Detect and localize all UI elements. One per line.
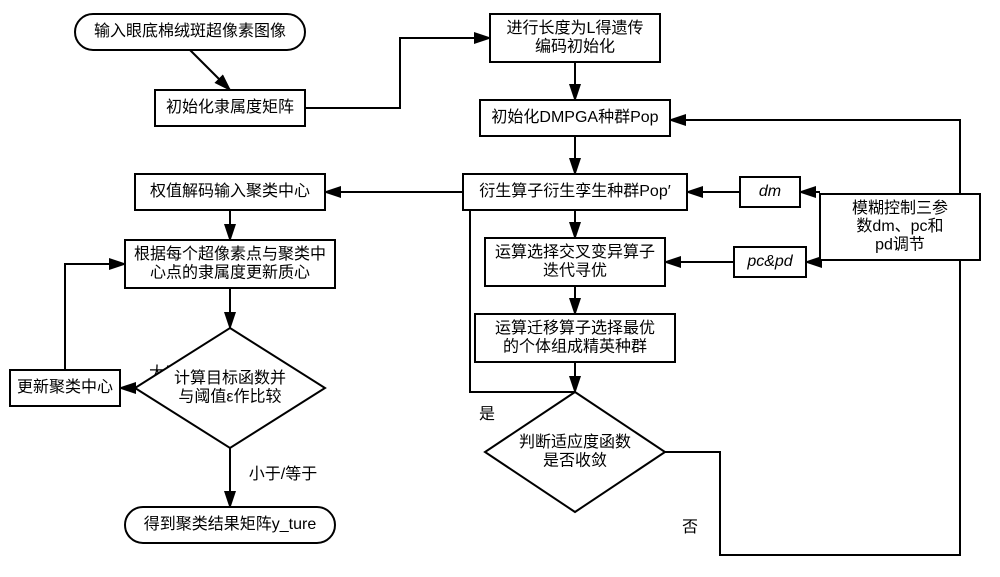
svg-text:衍生算子衍生孪生种群Pop′: 衍生算子衍生孪生种群Pop′ bbox=[479, 181, 670, 200]
svg-text:的个体组成精英种群: 的个体组成精英种群 bbox=[503, 337, 647, 355]
svg-text:pc&pd: pc&pd bbox=[746, 253, 793, 270]
svg-text:权值解码输入聚类中心: 权值解码输入聚类中心 bbox=[150, 182, 310, 200]
svg-text:心点的隶属度更新质心: 心点的隶属度更新质心 bbox=[150, 263, 310, 281]
node-n_obj_decide: 计算目标函数并与阈值ε作比较 bbox=[135, 328, 325, 448]
edge bbox=[190, 50, 230, 90]
svg-text:进行长度为L得遗传: 进行长度为L得遗传 bbox=[507, 19, 644, 37]
svg-text:运算选择交叉变异算子: 运算选择交叉变异算子 bbox=[495, 242, 655, 261]
nodes-layer: 输入眼底棉绒斑超像素图像初始化隶属度矩阵 进行长度为L得遗传编码初始化初始化DMP… bbox=[10, 14, 980, 543]
edge bbox=[305, 38, 490, 108]
svg-text:dm: dm bbox=[759, 183, 781, 200]
node-n_derive: 衍生算子衍生孪生种群Pop′ bbox=[463, 174, 687, 210]
node-n_len_L: 进行长度为L得遗传编码初始化 bbox=[490, 14, 660, 62]
edge bbox=[665, 120, 960, 555]
svg-text:根据每个超像素点与聚类中: 根据每个超像素点与聚类中 bbox=[134, 245, 326, 263]
edge-label: 否 bbox=[682, 519, 698, 536]
edge-label: 小于/等于 bbox=[249, 465, 317, 483]
svg-text:输入眼底棉绒斑超像素图像: 输入眼底棉绒斑超像素图像 bbox=[94, 22, 286, 40]
node-n_centroid: 根据每个超像素点与聚类中心点的隶属度更新质心 bbox=[125, 240, 335, 288]
node-n_fuzzy: 模糊控制三参数dm、pc和pd调节 bbox=[820, 194, 980, 260]
svg-text:计算目标函数并: 计算目标函数并 bbox=[174, 368, 286, 387]
edge-label: 是 bbox=[479, 406, 495, 423]
node-n_output: 得到聚类结果矩阵y_ture bbox=[125, 507, 335, 543]
svg-text:更新聚类中心: 更新聚类中心 bbox=[17, 378, 113, 396]
node-n_fit_decide: 判断适应度函数是否收敛 bbox=[485, 392, 665, 512]
svg-text:是否收敛: 是否收敛 bbox=[543, 451, 607, 469]
node-n_decode: 权值解码输入聚类中心 bbox=[135, 174, 325, 210]
node-n_init_pop: 初始化DMPGA种群Pop bbox=[480, 100, 670, 136]
svg-text:初始化隶属度矩阵: 初始化隶属度矩阵 bbox=[166, 98, 294, 116]
node-n_cross: 运算选择交叉变异算子迭代寻优 bbox=[485, 238, 665, 286]
svg-text:与阈值ε作比较: 与阈值ε作比较 bbox=[178, 387, 281, 405]
node-n_input: 输入眼底棉绒斑超像素图像 bbox=[75, 14, 305, 50]
edge bbox=[65, 264, 125, 370]
flowchart-svg: 是否大于小于/等于 输入眼底棉绒斑超像素图像初始化隶属度矩阵进行长度为L得遗传编… bbox=[0, 0, 1000, 577]
svg-text:编码初始化: 编码初始化 bbox=[535, 37, 615, 55]
svg-text:数dm、pc和: 数dm、pc和 bbox=[856, 217, 943, 235]
svg-text:pd调节: pd调节 bbox=[875, 236, 925, 254]
node-n_dm: dm bbox=[740, 177, 800, 207]
svg-text:判断适应度函数: 判断适应度函数 bbox=[519, 432, 631, 451]
svg-text:得到聚类结果矩阵y_ture: 得到聚类结果矩阵y_ture bbox=[144, 515, 317, 533]
svg-text:模糊控制三参: 模糊控制三参 bbox=[852, 199, 948, 217]
node-n_init_memb: 初始化隶属度矩阵 bbox=[155, 90, 305, 126]
svg-text:运算迁移算子选择最优: 运算迁移算子选择最优 bbox=[495, 318, 655, 337]
node-n_pcpd: pc&pd bbox=[734, 247, 806, 277]
svg-text:迭代寻优: 迭代寻优 bbox=[543, 261, 607, 279]
svg-text:初始化DMPGA种群Pop: 初始化DMPGA种群Pop bbox=[491, 108, 658, 126]
node-n_migrate: 运算迁移算子选择最优的个体组成精英种群 bbox=[475, 314, 675, 362]
node-n_update_cent: 更新聚类中心 bbox=[10, 370, 120, 406]
